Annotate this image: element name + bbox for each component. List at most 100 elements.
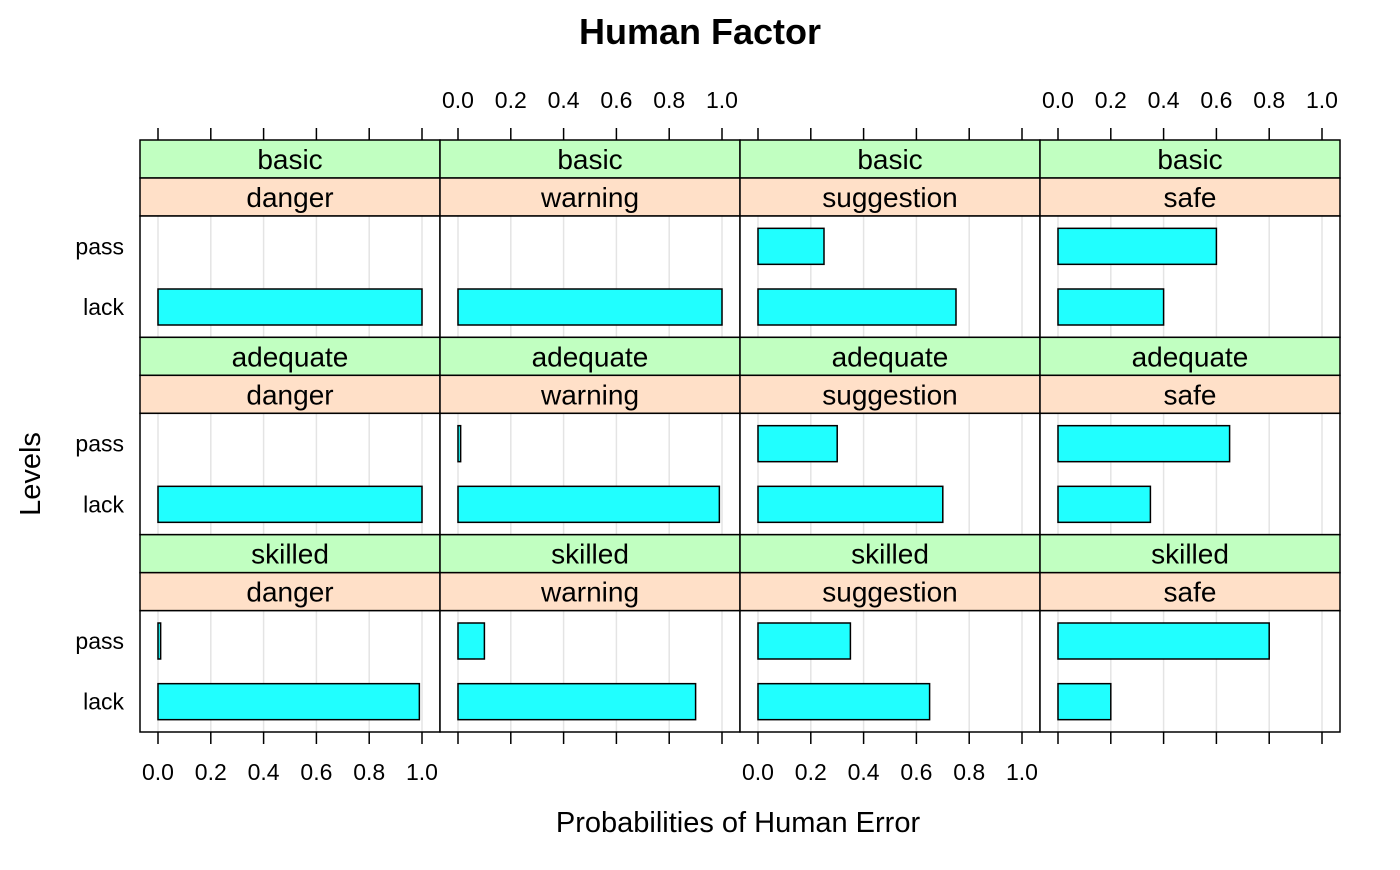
strip-inner-label: warning: [540, 379, 639, 410]
bar-pass: [457, 622, 486, 660]
bar-pass: [157, 622, 162, 660]
panel-border: [1039, 609, 1341, 733]
strip-inner-label: safe: [1164, 182, 1217, 213]
strip-inner: [139, 177, 441, 217]
y-axis-label: Levels: [15, 432, 47, 516]
x-tick-label-top: 0.0: [442, 87, 474, 113]
strip-outer: [1039, 336, 1341, 377]
panel-adequate-suggestion: adequate suggestion: [739, 336, 1041, 536]
strip-inner-label: danger: [246, 379, 333, 410]
bar-lack: [457, 288, 723, 326]
strip-outer-label: basic: [257, 144, 322, 175]
bar-lack: [1057, 485, 1152, 524]
strip-inner-label: warning: [540, 577, 639, 608]
strip-outer: [439, 336, 741, 377]
x-tick-label-bottom: 0.8: [953, 759, 985, 785]
bar-lack: [757, 485, 944, 524]
panel-skilled-safe: skilled safe: [1039, 533, 1341, 733]
x-tick-label-bottom: 0.2: [195, 759, 227, 785]
strip-outer-label: basic: [857, 144, 922, 175]
x-tick-label-top: 0.6: [600, 87, 632, 113]
x-tick-label-top: 0.0: [1042, 87, 1074, 113]
strip-outer: [139, 336, 441, 377]
y-tick-label-pass: pass: [75, 233, 124, 259]
axes-layer: pass lack pass lack pass lack 0.0 0.2 0.4 0.6 0.8 1…: [75, 87, 1338, 785]
bar-pass: [1057, 424, 1231, 463]
bar-lack: [457, 682, 697, 721]
x-tick-label-top: 1.0: [706, 87, 738, 113]
bar-pass: [457, 424, 462, 463]
strip-inner-label: suggestion: [822, 182, 957, 213]
strip-outer: [439, 533, 741, 574]
panel-basic-warning: basic warning: [439, 139, 741, 339]
strip-outer: [739, 139, 1041, 179]
x-axis-label: Probabilities of Human Error: [556, 807, 921, 839]
x-tick-label-top: 0.4: [548, 87, 580, 113]
x-tick-label-bottom: 0.2: [795, 759, 827, 785]
x-tick-label-top: 0.2: [495, 87, 527, 113]
bar-pass: [757, 227, 825, 266]
panel-skilled-warning: skilled warning: [439, 533, 741, 733]
panel-basic-safe: basic safe: [1039, 139, 1341, 339]
strip-outer-label: basic: [557, 144, 622, 175]
strip-outer-label: adequate: [1132, 341, 1249, 372]
panel-basic-suggestion: basic suggestion: [739, 139, 1041, 339]
x-tick-label-bottom: 0.0: [142, 759, 174, 785]
y-tick-label-lack: lack: [83, 689, 124, 715]
bar-lack: [157, 485, 423, 524]
x-tick-label-top: 0.8: [1253, 87, 1285, 113]
x-tick-label-bottom: 1.0: [1006, 759, 1038, 785]
chart-title: Human Factor: [579, 11, 821, 52]
strip-inner-label: danger: [246, 182, 333, 213]
strip-inner: [439, 571, 741, 612]
panel-skilled-danger: skilled danger: [139, 533, 441, 733]
bar-lack: [157, 682, 421, 721]
bar-pass: [1057, 227, 1218, 266]
x-tick-label-bottom: 0.4: [248, 759, 280, 785]
strip-outer-label: skilled: [1151, 539, 1229, 570]
x-tick-label-bottom: 1.0: [406, 759, 438, 785]
bar-lack: [457, 485, 721, 524]
strip-inner-label: warning: [540, 182, 639, 213]
strip-outer: [439, 139, 741, 179]
strip-outer: [739, 533, 1041, 574]
strip-outer-label: skilled: [251, 539, 329, 570]
strip-inner-label: suggestion: [822, 379, 957, 410]
y-tick-label-pass: pass: [75, 628, 124, 654]
panels-layer: basicdangerbasicwarningbasicsuggestionba…: [139, 139, 1341, 733]
strip-outer-label: adequate: [232, 341, 349, 372]
x-tick-label-bottom: 0.6: [300, 759, 332, 785]
x-tick-label-bottom: 0.4: [848, 759, 880, 785]
x-tick-label-top: 0.6: [1200, 87, 1232, 113]
strip-inner: [1039, 374, 1341, 415]
y-tick-label-pass: pass: [75, 431, 124, 457]
strip-inner-label: suggestion: [822, 577, 957, 608]
strip-inner: [1039, 571, 1341, 612]
panel-basic-danger: basic danger: [139, 139, 441, 339]
strip-outer: [1039, 139, 1341, 179]
strip-inner: [439, 177, 741, 217]
x-tick-label-bottom: 0.6: [900, 759, 932, 785]
bar-pass: [1057, 622, 1270, 660]
bar-lack: [1057, 682, 1112, 721]
panel-adequate-safe: adequate safe: [1039, 336, 1341, 536]
y-tick-label-lack: lack: [83, 491, 124, 517]
strip-outer-label: skilled: [551, 539, 629, 570]
strip-outer: [739, 336, 1041, 377]
bar-lack: [757, 288, 957, 326]
strip-outer-label: basic: [1157, 144, 1222, 175]
x-tick-label-bottom: 0.0: [742, 759, 774, 785]
x-tick-label-top: 0.4: [1148, 87, 1180, 113]
strip-outer-label: adequate: [832, 341, 949, 372]
strip-inner: [139, 374, 441, 415]
y-tick-label-lack: lack: [83, 294, 124, 320]
x-tick-label-top: 0.8: [653, 87, 685, 113]
bar-lack: [757, 682, 931, 721]
bar-pass: [757, 424, 838, 463]
strip-outer-label: skilled: [851, 539, 929, 570]
strip-outer-label: adequate: [532, 341, 649, 372]
x-tick-label-top: 0.2: [1095, 87, 1127, 113]
strip-outer: [139, 139, 441, 179]
